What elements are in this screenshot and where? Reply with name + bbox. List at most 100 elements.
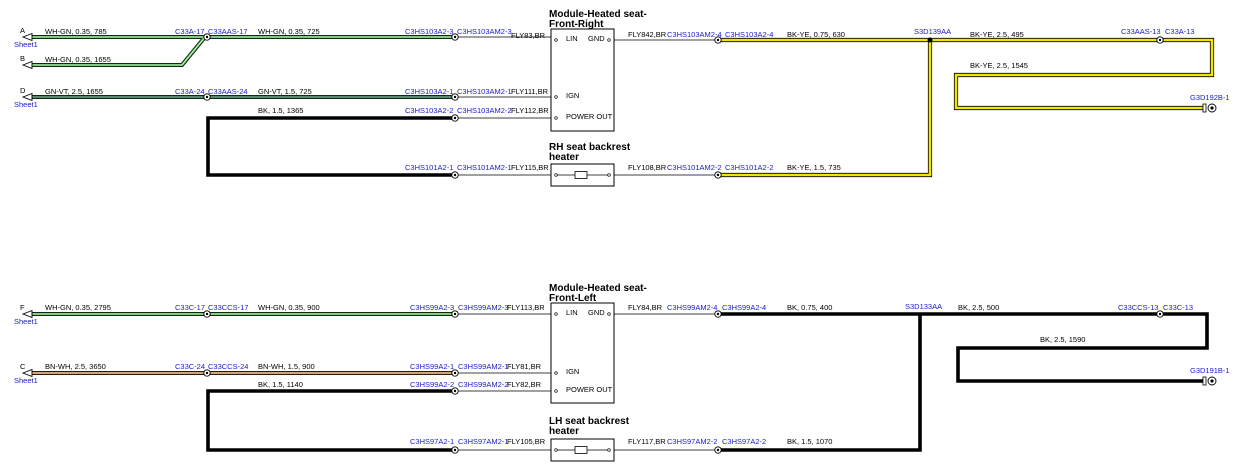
- connector-c33ccs-13[interactable]: C33CCS-13: [1118, 303, 1158, 312]
- wire-label-s2-left: BK, 2.5, 1590: [1040, 335, 1085, 344]
- sheet-link-c[interactable]: Sheet1: [14, 376, 38, 385]
- resistor-icon: [574, 446, 588, 454]
- wire-label-b: WH-GN, 0.35, 1655: [45, 55, 111, 64]
- fly-heater2-left: FLY117,BR: [628, 437, 666, 446]
- wire-label-lin-left: WH-GN, 0.35, 900: [258, 303, 320, 312]
- connector-heater-b-left[interactable]: C3HS97AM2-1: [458, 437, 508, 446]
- connector-c33aas-17[interactable]: C33AAS-17: [208, 27, 248, 36]
- connector-c33a-13[interactable]: C33A-13: [1165, 27, 1195, 36]
- fly-gnd: FLY842,BR: [628, 30, 667, 39]
- module-subtitle-left: Front-Left: [549, 293, 597, 304]
- fly-ign: FLY111,BR: [511, 87, 549, 96]
- connector-lin-a[interactable]: C3HS103A2-3: [405, 27, 453, 36]
- ground-right[interactable]: G3D192B-1: [1190, 93, 1230, 102]
- pin-lin-left: LIN: [566, 308, 578, 317]
- connector-gnd-a[interactable]: C3HS103A2-4: [725, 30, 773, 39]
- wire-gnd-right: [614, 37, 1215, 178]
- connector-gnd-b[interactable]: C3HS103AM2-4: [667, 30, 722, 39]
- connector-lin-b-left[interactable]: C3HS99AM2-3: [458, 303, 508, 312]
- connector-heater2-b-left[interactable]: C3HS97AM2-2: [667, 437, 717, 446]
- connector-c33aas-13[interactable]: C33AAS-13: [1121, 27, 1161, 36]
- module-box-right[interactable]: [550, 28, 615, 132]
- wire-label-ign: GN-VT, 1.5, 725: [258, 87, 312, 96]
- connector-ign-a[interactable]: C3HS103A2-1: [405, 87, 453, 96]
- wire-label-gnd-left: BK, 0.75, 400: [787, 303, 832, 312]
- connector-lin-a-left[interactable]: C3HS99A2-3: [410, 303, 454, 312]
- heater-title-right: RH seat backrest: [549, 142, 631, 153]
- connector-c33ccs-24[interactable]: C33CCS-24: [208, 362, 248, 371]
- connector-c33aas-24[interactable]: C33AAS-24: [208, 87, 248, 96]
- fly-lin-left: FLY113,BR: [507, 303, 545, 312]
- fly-power: FLY112,BR: [511, 106, 549, 115]
- connector-power-b-left[interactable]: C3HS99AM2-2: [458, 380, 508, 389]
- splice-right[interactable]: S3D139AA: [914, 27, 951, 36]
- sheet-letter-c: C: [20, 362, 26, 371]
- wire-label-s2: BK-YE, 2.5, 1545: [970, 61, 1028, 70]
- fly-lin: FLY83,BR: [511, 31, 546, 40]
- connector-heater-a[interactable]: C3HS101A2-1: [405, 163, 453, 172]
- top-diagram: A Sheet1 B D Sheet1 WH-GN, 0.35, 785 WH-…: [14, 9, 1230, 187]
- heater-subtitle-left: heater: [549, 426, 579, 437]
- wire-label-heater2: BK-YE, 1.5, 735: [787, 163, 841, 172]
- connector-gnd-a-left[interactable]: C3HS99A2-4: [722, 303, 766, 312]
- pin-lin-right: LIN: [566, 34, 578, 43]
- connector-c33c-13[interactable]: C33C-13: [1163, 303, 1193, 312]
- connector-power-b[interactable]: C3HS103AM2-2: [457, 106, 512, 115]
- wire-gnd-left: [614, 312, 1209, 452]
- connector-c33a-24[interactable]: C33A-24: [175, 87, 205, 96]
- connector-c33ccs-17[interactable]: C33CCS-17: [208, 303, 248, 312]
- wire-power-out: [206, 116, 556, 177]
- wire-label-c: BN-WH, 2.5, 3650: [45, 362, 106, 371]
- ground-left[interactable]: G3D191B-1: [1190, 366, 1230, 375]
- pin-power-right: POWER OUT: [566, 112, 613, 121]
- resistor-icon: [574, 171, 588, 179]
- connector-gnd-b-left[interactable]: C3HS99AM2-4: [667, 303, 717, 312]
- pin-ign-left: IGN: [566, 367, 579, 376]
- connector-c33c-24[interactable]: C33C-24: [175, 362, 205, 371]
- connector-heater-b[interactable]: C3HS101AM2-1: [457, 163, 512, 172]
- splice-left[interactable]: S3D133AA: [905, 302, 942, 311]
- fly-heater: FLY115,BR: [511, 163, 549, 172]
- sheet-link-f[interactable]: Sheet1: [14, 317, 38, 326]
- module-title-left: Module-Heated seat-: [549, 283, 647, 294]
- pin-gnd-left: GND: [588, 308, 605, 317]
- connector-heater2-b[interactable]: C3HS101AM2-2: [667, 163, 722, 172]
- wire-label-a: WH-GN, 0.35, 785: [45, 27, 107, 36]
- wire-label-d: GN-VT, 2.5, 1655: [45, 87, 103, 96]
- connector-c33c-17[interactable]: C33C-17: [175, 303, 205, 312]
- sheet-letter-f: F: [20, 303, 25, 312]
- module-box-left[interactable]: [550, 302, 615, 404]
- sheet-link-d[interactable]: Sheet1: [14, 100, 38, 109]
- pin-power-left: POWER OUT: [566, 385, 613, 394]
- wire-power-out-left: [206, 389, 556, 452]
- wire-label-power-left: BK, 1.5, 1140: [258, 380, 303, 389]
- connector-c33a-17[interactable]: C33A-17: [175, 27, 205, 36]
- connector-power-a[interactable]: C3HS103A2-2: [405, 106, 453, 115]
- wire-label-s1: BK-YE, 2.5, 495: [970, 30, 1024, 39]
- sheet-letter-b: B: [20, 54, 25, 63]
- pin-gnd-right: GND: [588, 34, 605, 43]
- bottom-diagram: F Sheet1 C Sheet1 WH-GN, 0.35, 2795 BN-W…: [14, 283, 1230, 462]
- sheet-letter-d: D: [20, 86, 26, 95]
- wire-a: [30, 35, 556, 67]
- connector-ign-a-left[interactable]: C3HS99A2-1: [410, 362, 454, 371]
- wire-label-ign-left: BN-WH, 1.5, 900: [258, 362, 315, 371]
- sheet-link-a[interactable]: Sheet1: [14, 40, 38, 49]
- connector-heater-a-left[interactable]: C3HS97A2-1: [410, 437, 454, 446]
- connector-lin-b[interactable]: C3HS103AM2-3: [457, 27, 512, 36]
- connector-ign-b-left[interactable]: C3HS99AM2-1: [458, 362, 508, 371]
- fly-gnd-left: FLY84,BR: [628, 303, 663, 312]
- pin-ign-right: IGN: [566, 91, 579, 100]
- connector-ign-b[interactable]: C3HS103AM2-1: [457, 87, 512, 96]
- heater-title-left: LH seat backrest: [549, 416, 630, 427]
- connector-power-a-left[interactable]: C3HS99A2-2: [410, 380, 454, 389]
- wire-label-power: BK, 1.5, 1365: [258, 106, 303, 115]
- wire-label-f: WH-GN, 0.35, 2795: [45, 303, 111, 312]
- connector-heater2-a-left[interactable]: C3HS97A2-2: [722, 437, 766, 446]
- module-title-right: Module-Heated seat-: [549, 9, 647, 20]
- connector-heater2-a[interactable]: C3HS101A2-2: [725, 163, 773, 172]
- fly-power-left: FLY82,BR: [507, 380, 542, 389]
- wire-label-s1-left: BK, 2.5, 500: [958, 303, 999, 312]
- wire-label-heater2-left: BK, 1.5, 1070: [787, 437, 832, 446]
- heater-subtitle-right: heater: [549, 152, 579, 163]
